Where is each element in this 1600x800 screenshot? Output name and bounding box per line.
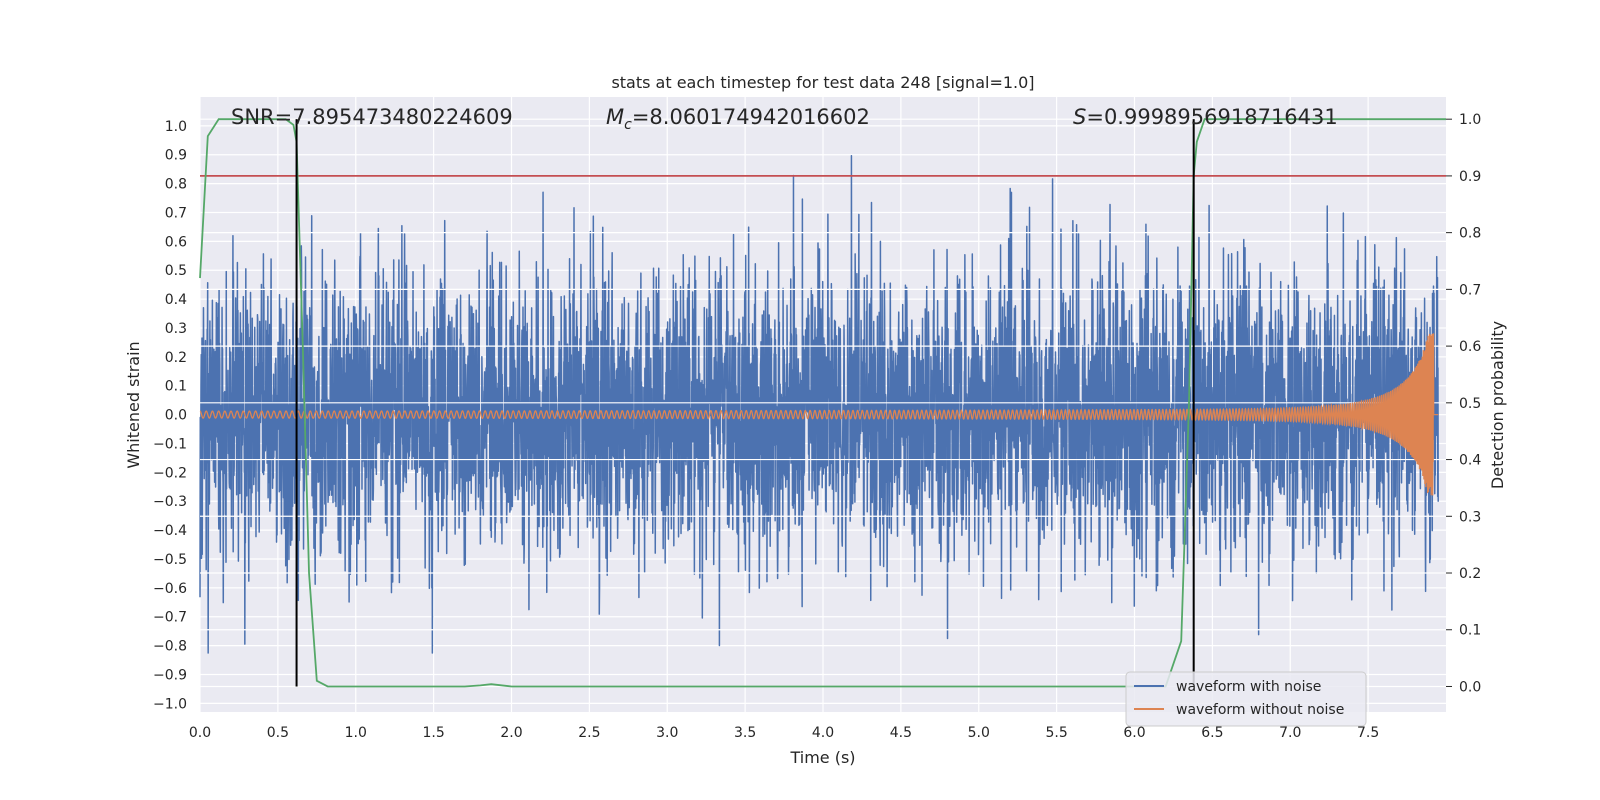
- x-tick-label: 6.0: [1123, 725, 1145, 741]
- s-symbol: S: [1073, 105, 1086, 129]
- right-axis-grid: [200, 118, 1446, 688]
- y-tick-label: −0.4: [153, 523, 187, 539]
- y-tick-label: −0.9: [153, 667, 187, 683]
- x-tick-label: 4.5: [890, 725, 912, 741]
- legend: waveform with noise waveform without noi…: [1125, 671, 1367, 727]
- s-value: =0.9998956918716431: [1086, 105, 1337, 129]
- x-tick-label: 5.0: [968, 725, 990, 741]
- tick-labels: 0.0 0.5 1.0 1.5 2.0 2.5 3.0 3.5 4.0 4.5 5.0 5.5 6.0 6…: [153, 112, 1481, 741]
- detection-probability-line: [199, 118, 1446, 688]
- x-tick-label: 1.5: [422, 725, 444, 741]
- legend-label-noisy: waveform with noise: [1176, 679, 1321, 695]
- x-tick-label: 2.5: [578, 725, 600, 741]
- y-tick-label: −1.0: [153, 696, 187, 712]
- y-tick-label: 0.3: [165, 321, 187, 337]
- y2-axis-label: Detection probability: [1488, 321, 1507, 489]
- legend-label-clean: waveform without noise: [1176, 702, 1344, 718]
- chirp-mass-subscript: c: [624, 117, 632, 133]
- y-tick-label: 0.5: [165, 263, 187, 279]
- overlay-lines: [199, 118, 1446, 688]
- y-tick-label: 0.8: [165, 177, 187, 193]
- y2-tick-label: 0.1: [1459, 623, 1481, 639]
- y-tick-label: 0.2: [165, 350, 187, 366]
- s-annotation: S=0.9998956918716431: [1073, 105, 1338, 129]
- snr-annotation: SNR=7.895473480224609: [231, 105, 513, 129]
- y2-tick-label: 1.0: [1459, 112, 1481, 128]
- y-tick-label: −0.2: [153, 465, 187, 481]
- y-tick-label: 0.1: [165, 379, 187, 395]
- x-tick-label: 3.5: [734, 725, 756, 741]
- y-tick-label: 0.0: [165, 408, 187, 424]
- y-tick-label: −0.7: [153, 610, 187, 626]
- noisy-waveform-line: [199, 155, 1439, 654]
- y-tick-label: 0.6: [165, 234, 187, 250]
- x-tick-label: 2.0: [500, 725, 522, 741]
- chirp-mass-annotation: Mc=8.060174942016602: [606, 105, 870, 133]
- chirp-mass-symbol: M: [606, 105, 624, 129]
- y2-tick-label: 0.5: [1459, 396, 1481, 412]
- x-tick-label: 7.0: [1279, 725, 1301, 741]
- series-waveform-without-noise: [199, 333, 1439, 496]
- y2-tick-label: 0.7: [1459, 282, 1481, 298]
- x-tick-label: 5.5: [1045, 725, 1067, 741]
- x-tick-label: 0.5: [267, 725, 289, 741]
- y2-tick-label: 0.2: [1459, 566, 1481, 582]
- y-tick-label: 0.7: [165, 205, 187, 221]
- y-tick-label: −0.1: [153, 436, 187, 452]
- series-waveform-with-noise: [199, 155, 1439, 654]
- y-tick-label: −0.5: [153, 552, 187, 568]
- y-tick-label: 0.4: [165, 292, 187, 308]
- y-tick-label: −0.8: [153, 639, 187, 655]
- y-tick-label: 0.9: [165, 148, 187, 164]
- x-tick-label: 3.0: [656, 725, 678, 741]
- x-tick-label: 1.0: [345, 725, 367, 741]
- x-tick-label: 6.5: [1201, 725, 1223, 741]
- y2-tick-label: 0.4: [1459, 453, 1481, 469]
- y2-tick-label: 0.6: [1459, 339, 1481, 355]
- y-axis-label: Whitened strain: [124, 341, 143, 468]
- x-tick-label: 0.0: [189, 725, 211, 741]
- clean-waveform-line: [199, 333, 1439, 496]
- chirp-mass-value: =8.060174942016602: [632, 105, 870, 129]
- y2-tick-label: 0.9: [1459, 169, 1481, 185]
- y-tick-label: 1.0: [165, 119, 187, 135]
- x-axis-label: Time (s): [789, 748, 855, 767]
- y2-tick-label: 0.0: [1459, 679, 1481, 695]
- x-tick-label: 7.5: [1357, 725, 1379, 741]
- x-tick-label: 4.0: [812, 725, 834, 741]
- y2-tick-label: 0.3: [1459, 509, 1481, 525]
- y-tick-label: −0.3: [153, 494, 187, 510]
- chart-title: stats at each timestep for test data 248…: [611, 73, 1034, 92]
- legend-box: [1125, 671, 1367, 727]
- y-tick-label: −0.6: [153, 581, 187, 597]
- y2-tick-label: 0.8: [1459, 226, 1481, 242]
